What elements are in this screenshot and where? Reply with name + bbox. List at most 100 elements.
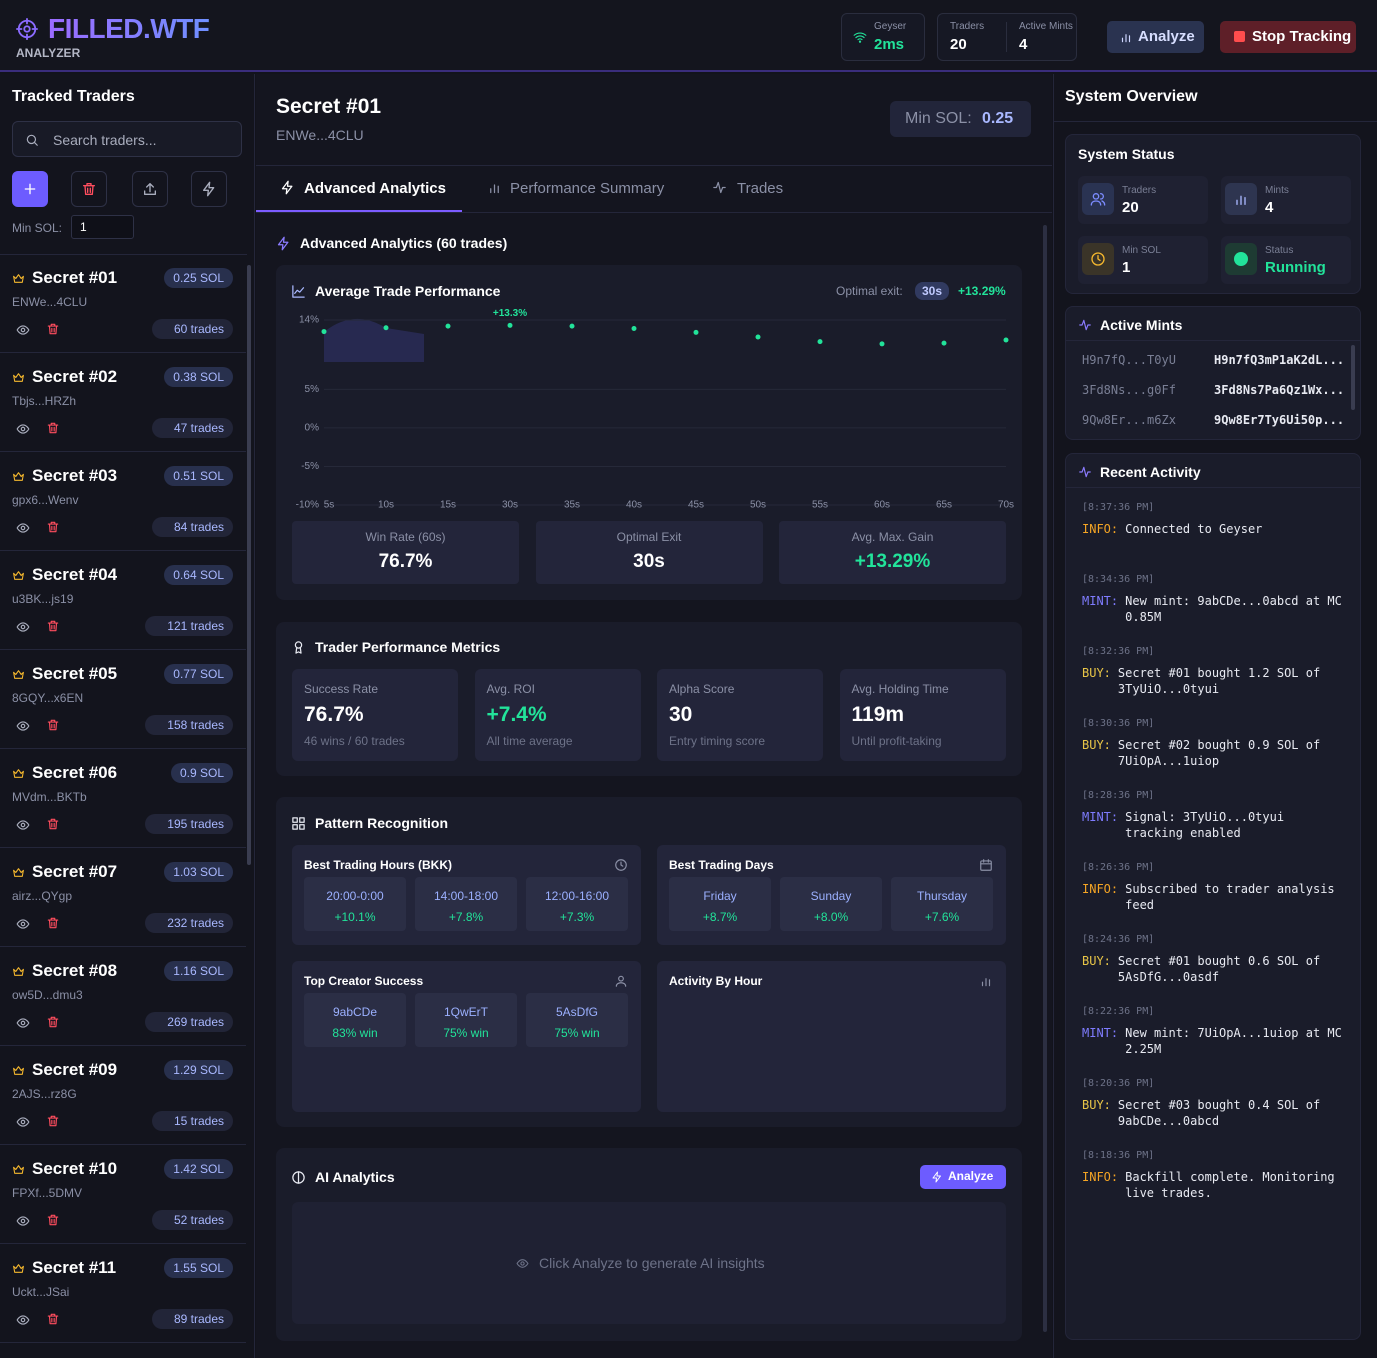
pattern-cell-label: Thursday — [916, 889, 968, 903]
trader-item[interactable] — [0, 750, 246, 848]
metric-card — [474, 669, 641, 761]
mint-short: 9Qw8Er...m6Zx — [1082, 413, 1176, 427]
summary-stat-value: 30s — [633, 551, 665, 572]
trader-item[interactable] — [0, 1047, 246, 1145]
logo: FILLED.WTF — [48, 13, 210, 44]
crown-icon — [13, 571, 24, 580]
status-label: Mints — [1265, 185, 1289, 196]
section-title: Advanced Analytics (60 trades) — [300, 235, 508, 251]
min-sol-input[interactable] — [71, 215, 134, 239]
min-sol-box — [890, 101, 1031, 137]
activity-text: Backfill complete. Monitoring live trade… — [1125, 1170, 1335, 1200]
activity-text: Connected to Geyser — [1125, 522, 1263, 536]
pattern-title: Best Trading Days — [669, 858, 774, 872]
trader-trades-pill: 158 trades — [145, 715, 233, 735]
activity-kind: BUY: — [1082, 954, 1111, 968]
mint-short: H9n7fQ...T0yU — [1082, 353, 1176, 367]
trader-trades: 15 trades — [173, 1114, 224, 1128]
trader-item[interactable] — [0, 255, 246, 353]
status-value: Running — [1265, 259, 1326, 276]
trader-address: Tbjs...HRZh — [12, 394, 77, 408]
trader-name: Secret #06 — [32, 763, 118, 782]
metric-note: 46 wins / 60 trades — [304, 734, 405, 748]
trader-item[interactable] — [0, 354, 246, 452]
search-placeholder: Search traders... — [53, 132, 157, 148]
mint-full: 9Qw8Er7Ty6Ui50p... — [1214, 413, 1345, 427]
toolbar-button[interactable] — [12, 171, 48, 207]
mint-short: 3Fd8Ns...g0Ff — [1082, 383, 1176, 397]
trader-trades-pill: 15 trades — [151, 1111, 233, 1131]
trader-trades: 84 trades — [173, 520, 224, 534]
mints-divider — [1066, 340, 1360, 341]
trader-item[interactable] — [0, 849, 246, 947]
traders-label: Traders — [950, 21, 985, 32]
optimal-exit-label: Optimal exit: — [836, 284, 903, 298]
activity-title: Recent Activity — [1100, 464, 1201, 480]
activity-icon — [1079, 466, 1091, 478]
pattern-cell-label: 12:00-16:00 — [544, 889, 610, 903]
sidebar-scrollbar — [247, 265, 251, 865]
mints-card — [1065, 306, 1361, 440]
pattern-cell-label: 5AsDfG — [555, 1005, 598, 1019]
trader-item[interactable] — [0, 453, 246, 551]
crown-icon — [13, 1066, 24, 1075]
trades-icon — [155, 1313, 156, 1314]
trader-item[interactable] — [0, 948, 246, 1046]
status-icon — [1090, 193, 1106, 206]
pattern-cell — [304, 877, 406, 931]
trader-sol: 0.25 SOL — [164, 268, 233, 288]
trader-name: Secret #04 — [32, 565, 118, 584]
trash-icon — [47, 1016, 59, 1028]
metric-label: Avg. Holding Time — [851, 682, 949, 696]
pattern-cell-label: 1QwErT — [443, 1005, 488, 1019]
activity-time: [8:22:36 PM] — [1082, 1006, 1155, 1017]
eye-icon — [16, 325, 30, 335]
metric-label: Success Rate — [304, 682, 379, 696]
toolbar-button[interactable] — [71, 171, 107, 207]
activity-text: Subscribed to trader analysis feed — [1125, 882, 1335, 912]
summary-stat-label: Optimal Exit — [616, 530, 682, 544]
activity-time: [8:24:36 PM] — [1082, 934, 1155, 945]
activity-card — [1065, 453, 1361, 1340]
crown-icon — [13, 472, 24, 481]
trader-trades: 195 trades — [167, 817, 224, 831]
activity-time: [8:20:36 PM] — [1082, 1078, 1155, 1089]
main-scrollbar — [1043, 225, 1047, 1332]
tab-label: Advanced Analytics — [304, 180, 446, 197]
trash-icon — [47, 1214, 59, 1226]
trader-item[interactable] — [0, 651, 246, 749]
trader-sol: 1.42 SOL — [164, 1159, 233, 1179]
analyze-button[interactable] — [1107, 21, 1204, 53]
main-min-sol-value: 0.25 — [982, 110, 1014, 127]
toolbar-icon — [144, 183, 156, 195]
pattern-card — [657, 961, 1006, 1112]
pattern-cell-value: +7.3% — [559, 910, 595, 924]
toolbar-button[interactable] — [191, 171, 227, 207]
eye-icon — [16, 523, 30, 533]
activity-time: [8:18:36 PM] — [1082, 1150, 1155, 1161]
trash-icon — [47, 1313, 59, 1325]
activity-text: New mint: 7UiOpA...1uiop at MC 2.25M — [1125, 1026, 1342, 1056]
status-label: Traders — [1122, 185, 1157, 196]
mints-icon — [1079, 319, 1091, 331]
activity-line: BUY: Secret #01 bought 1.2 SOL of 3TyUiO.… — [1082, 665, 1344, 697]
ai-placeholder: Click Analyze to generate AI insights — [539, 1255, 765, 1271]
ai-title: AI Analytics — [315, 1169, 395, 1185]
activity-line: MINT: New mint: 7UiOpA...1uiop at MC 2.25… — [1082, 1025, 1344, 1057]
crown-icon — [13, 274, 24, 283]
trader-sol: 1.55 SOL — [164, 1258, 233, 1278]
trader-item[interactable] — [0, 552, 246, 650]
trader-item[interactable] — [0, 1146, 246, 1244]
search-icon — [26, 134, 38, 146]
pattern-icon — [981, 978, 991, 987]
pattern-cell-label: Friday — [703, 889, 737, 903]
metric-value: +7.4% — [486, 703, 547, 726]
eye-icon — [16, 820, 30, 830]
summary-stat-label: Avg. Max. Gain — [851, 530, 934, 544]
activity-kind: MINT: — [1082, 810, 1119, 824]
eye-icon — [16, 622, 30, 632]
trader-item[interactable] — [0, 1245, 246, 1343]
search-box[interactable] — [12, 121, 242, 157]
toolbar-button[interactable] — [132, 171, 168, 207]
trader-trades: 232 trades — [167, 916, 224, 930]
